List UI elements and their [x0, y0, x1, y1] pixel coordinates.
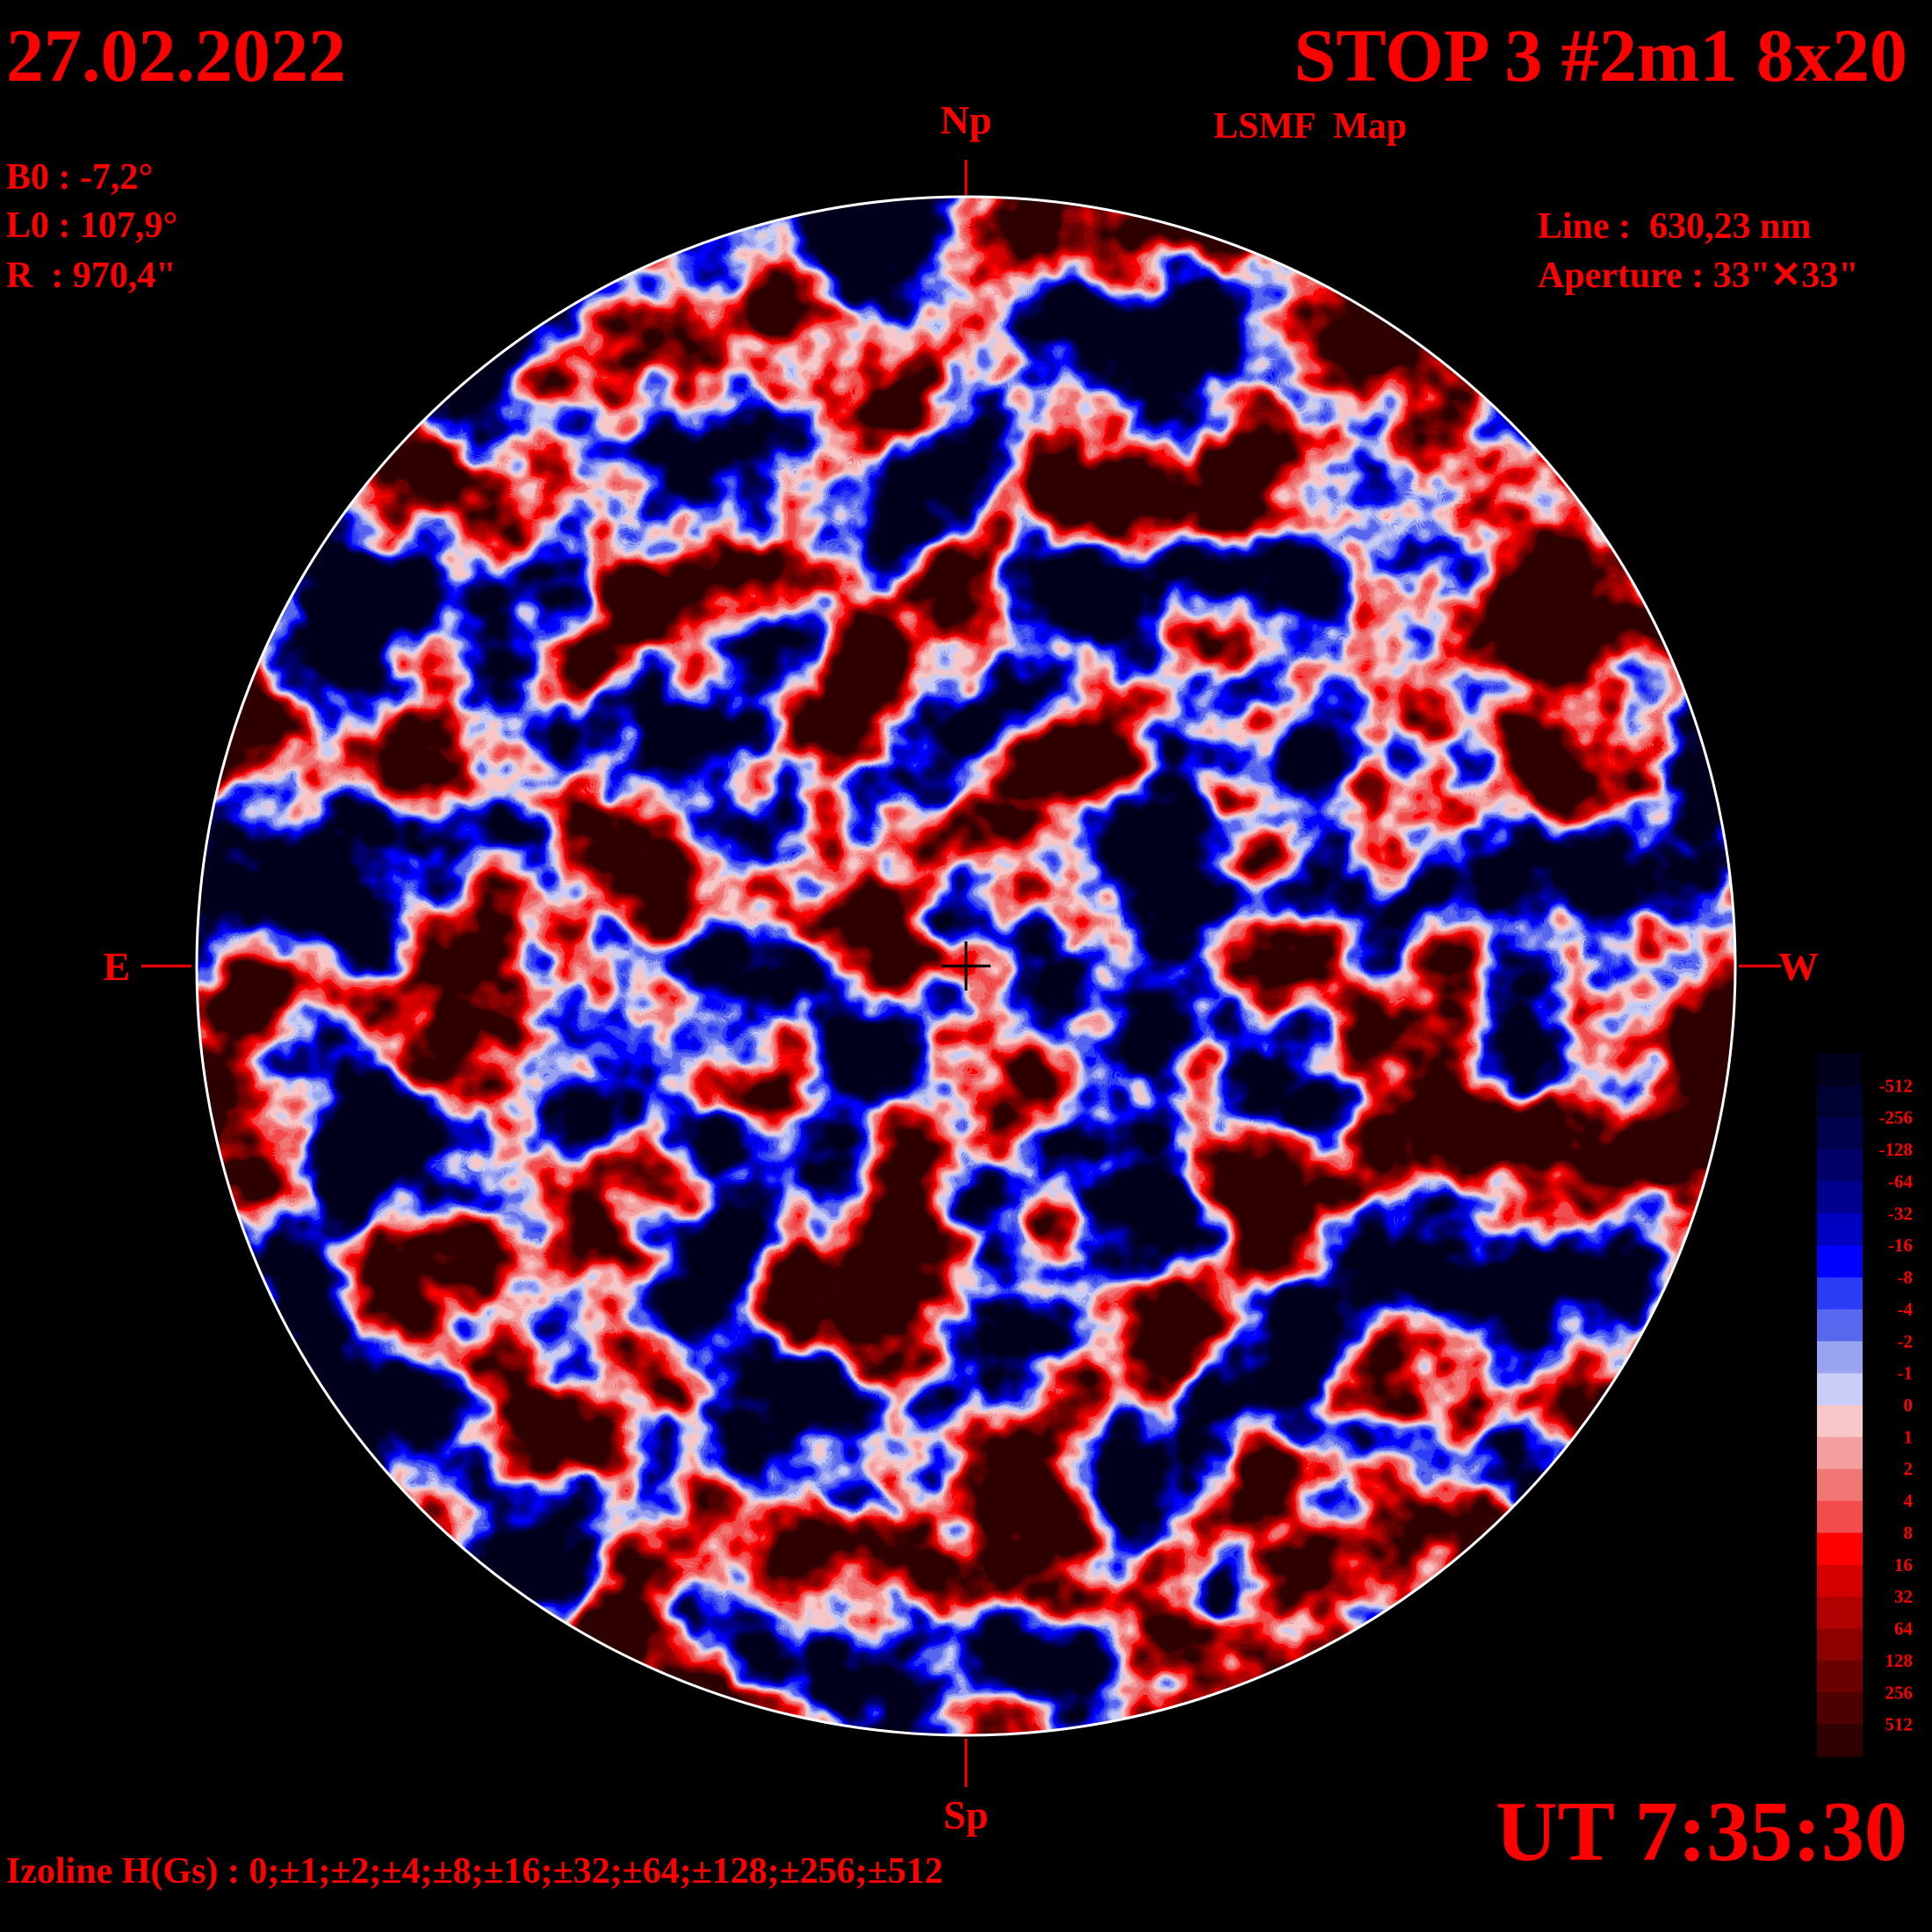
colorbar-band [1817, 1692, 1863, 1726]
l0: L0 : 107,9° [6, 205, 177, 246]
colorbar-label: 2 [1904, 1459, 1914, 1480]
colorbar-label: -4 [1898, 1299, 1914, 1320]
colorbar-label: 64 [1894, 1618, 1914, 1640]
colorbar-label: -1 [1898, 1363, 1914, 1384]
date: 27.02.2022 [6, 13, 346, 97]
b0: B0 : -7,2° [6, 157, 153, 198]
colorbar-label: 16 [1894, 1554, 1913, 1575]
colorbar-label: -16 [1888, 1235, 1913, 1256]
west-label: W [1778, 944, 1819, 989]
colorbar-band [1817, 1277, 1863, 1310]
colorbar-label: -512 [1879, 1075, 1914, 1096]
colorbar-band [1817, 1117, 1863, 1150]
colorbar-band [1817, 1597, 1863, 1630]
time: UT 7:35:30 [1496, 1784, 1907, 1879]
colorbar-band [1817, 1373, 1863, 1406]
colorbar-label: -256 [1879, 1107, 1914, 1128]
disk-limb [195, 195, 1737, 1737]
colorbar-label: -32 [1888, 1203, 1913, 1224]
colorbar-label: 256 [1885, 1682, 1914, 1703]
radius: R : 970,4" [6, 256, 177, 296]
colorbar-band [1817, 1150, 1863, 1182]
colorbar-band [1817, 1660, 1863, 1693]
colorbar-band [1817, 1308, 1863, 1342]
colorbar-label: 1 [1904, 1426, 1914, 1447]
line: Line : 630,23 nm [1538, 206, 1812, 247]
colorbar-band [1817, 1405, 1863, 1438]
colorbar-band [1817, 1628, 1863, 1662]
colorbar-label: 8 [1904, 1522, 1914, 1543]
colorbar-band [1817, 1341, 1863, 1374]
colorbar-label: -128 [1879, 1139, 1914, 1160]
colorbar-band [1817, 1532, 1863, 1566]
izoline: Izoline H(Gs) : 0;±1;±2;±4;±8;±16;±32;±6… [6, 1851, 943, 1892]
colorbar-band [1817, 1213, 1863, 1246]
south-label: Sp [943, 1792, 988, 1837]
colorbar-band [1817, 1501, 1863, 1533]
colorbar-band [1817, 1724, 1863, 1757]
aperture: Aperture : 33"✕33" [1538, 256, 1859, 296]
east-label: E [104, 944, 131, 989]
title: STOP 3 #2m1 8x20 [1294, 13, 1907, 97]
colorbar-label: -2 [1898, 1330, 1914, 1352]
colorbar-label: 0 [1904, 1395, 1914, 1416]
colorbar-label: 32 [1894, 1586, 1913, 1607]
colorbar: -512 -256 -128 -64 -32 -16 -8 -4 -2 -1 0 1 2 4 8 16 32 64… [1817, 1054, 1914, 1757]
colorbar-band [1817, 1468, 1863, 1502]
colorbar-label: 512 [1885, 1714, 1914, 1735]
north-label: Np [941, 97, 992, 142]
colorbar-label: -64 [1888, 1171, 1913, 1192]
subtitle: LSMF Map [1214, 106, 1407, 147]
colorbar-label: 128 [1885, 1650, 1914, 1671]
colorbar-label: -8 [1898, 1267, 1914, 1288]
colorbar-band [1817, 1245, 1863, 1279]
colorbar-band [1817, 1085, 1863, 1119]
colorbar-band [1817, 1181, 1863, 1215]
colorbar-band [1817, 1437, 1863, 1470]
colorbar-band [1817, 1054, 1863, 1086]
colorbar-band [1817, 1564, 1863, 1597]
colorbar-label: 4 [1904, 1490, 1914, 1511]
